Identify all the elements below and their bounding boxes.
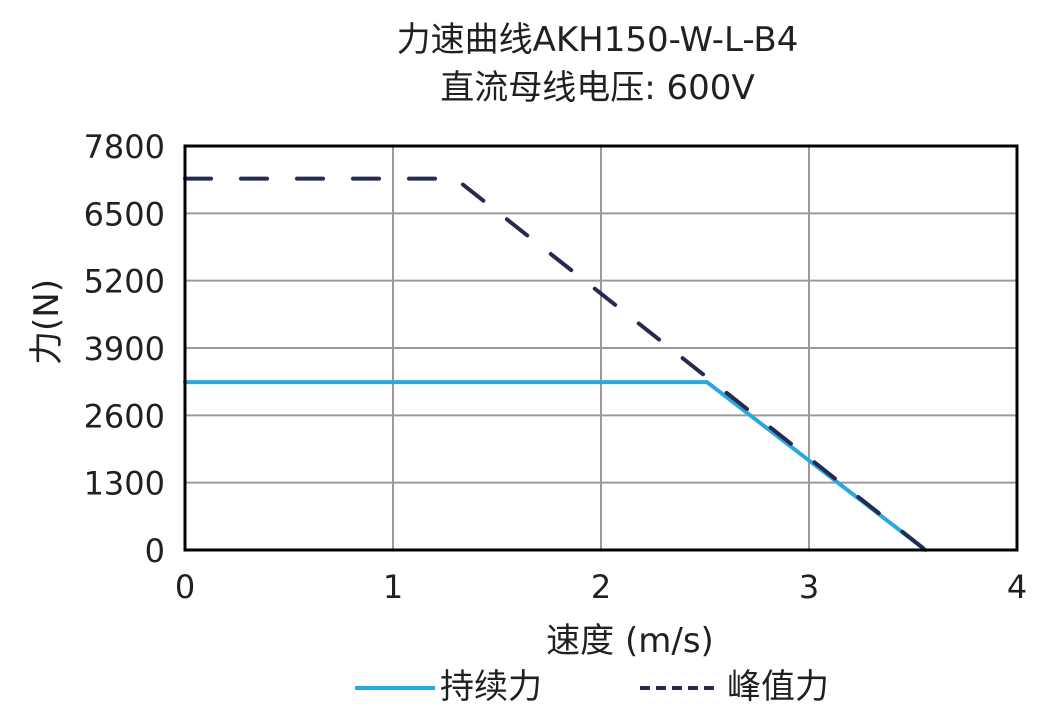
y-axis-label: 力(N)	[27, 279, 67, 365]
y-tick-label: 7800	[84, 128, 165, 166]
y-tick-label: 0	[145, 532, 165, 570]
y-tick-label: 6500	[84, 195, 165, 233]
x-axis-label: 速度 (m/s)	[546, 621, 714, 661]
grid	[184, 145, 1018, 551]
series-peak	[183, 176, 928, 552]
y-tick-label: 1300	[84, 465, 165, 503]
legend-continuous-label: 持续力	[440, 667, 542, 707]
y-tick-label: 5200	[84, 263, 165, 301]
y-tick-label: 2600	[84, 397, 165, 435]
series-continuous	[183, 380, 928, 552]
x-tick-label: 0	[175, 568, 195, 606]
x-tick-label: 3	[799, 568, 819, 606]
legend-peak-label: 峰值力	[727, 667, 829, 707]
x-axis-ticks: 0 1 2 3 4	[175, 568, 1027, 606]
legend: 持续力 峰值力	[355, 667, 829, 707]
y-axis-ticks: 0 1300 2600 3900 5200 6500 7800	[84, 128, 165, 570]
chart-subtitle: 直流母线电压: 600V	[440, 68, 755, 108]
plot-frame	[183, 144, 1019, 552]
x-tick-label: 4	[1007, 568, 1027, 606]
chart-title: 力速曲线AKH150-W-L-B4	[396, 20, 799, 60]
series-lines	[183, 176, 928, 552]
x-tick-label: 1	[383, 568, 403, 606]
x-tick-label: 2	[591, 568, 611, 606]
y-tick-label: 3900	[84, 330, 165, 368]
